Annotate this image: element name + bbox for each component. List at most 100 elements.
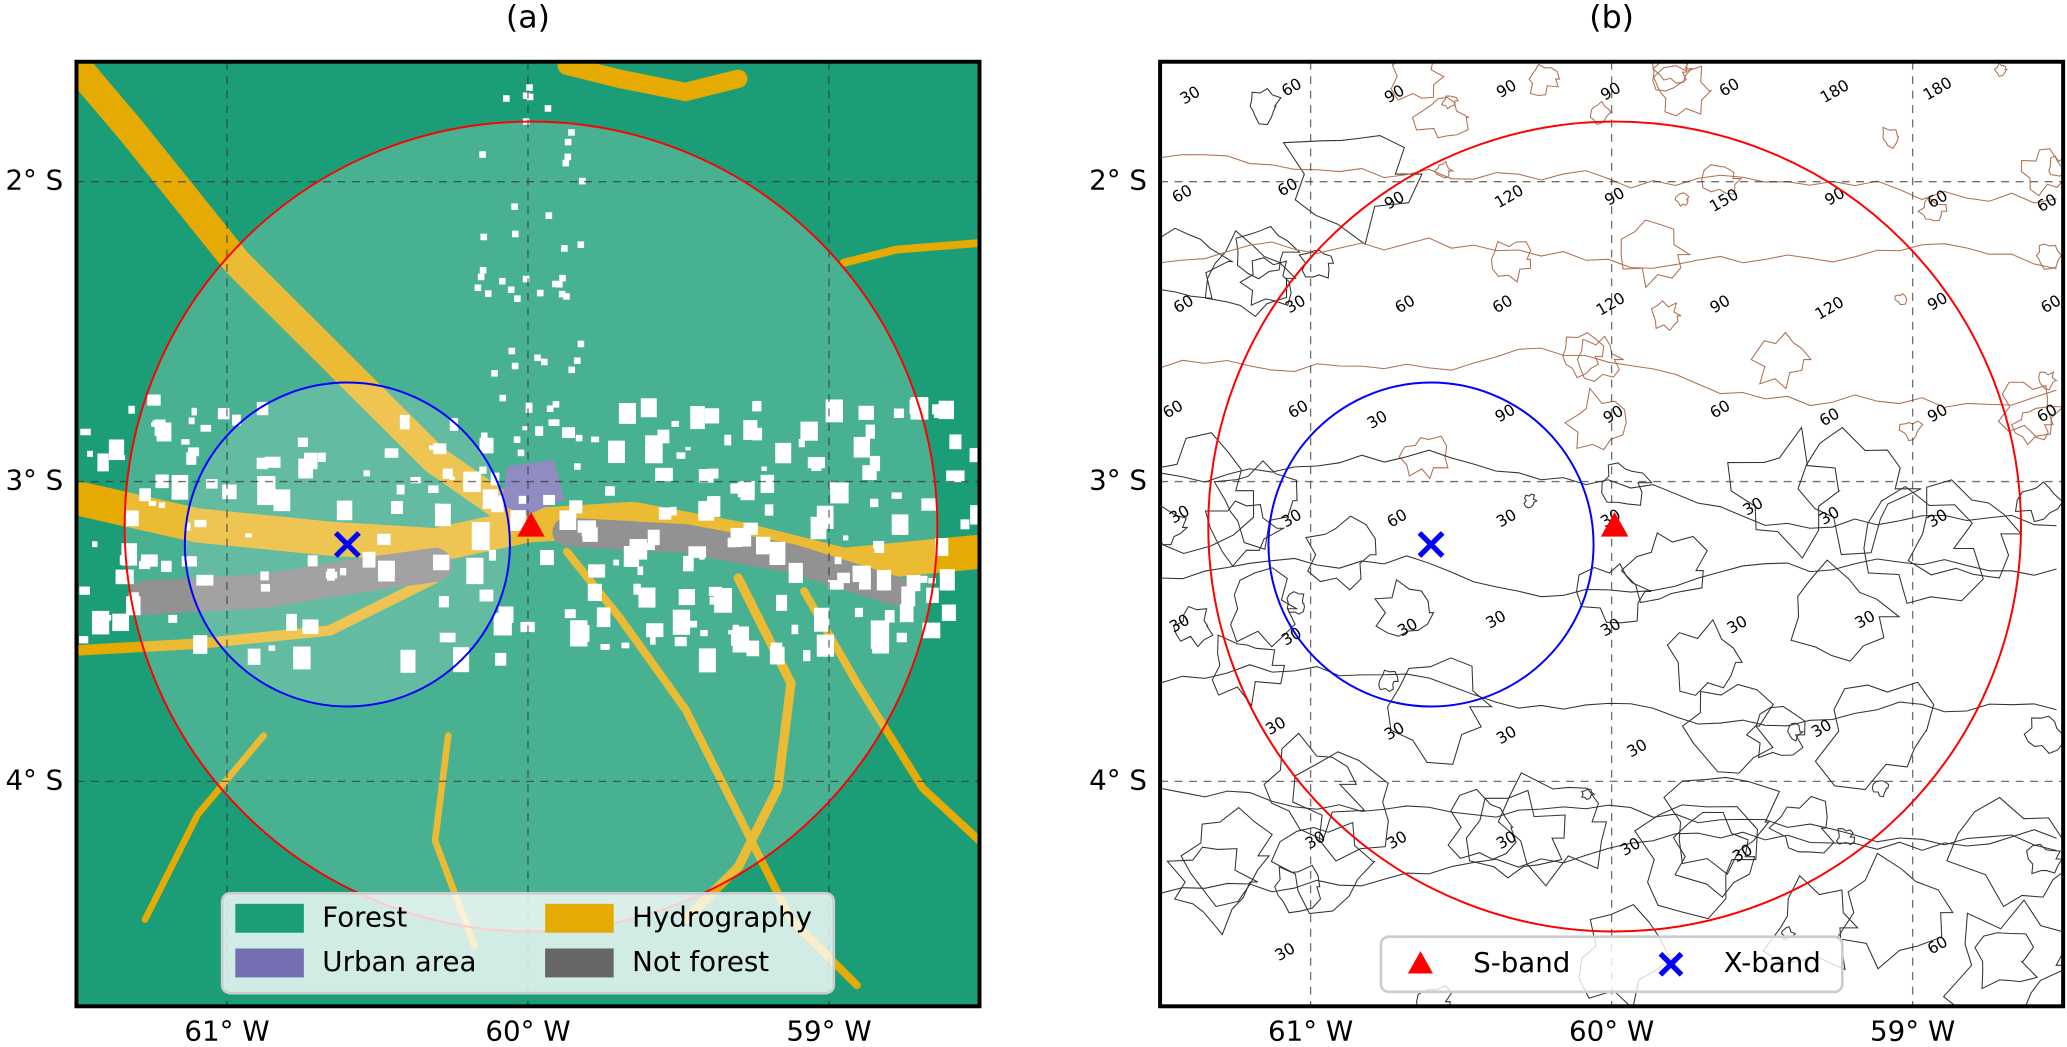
- pixel: [941, 604, 956, 621]
- pixel: [185, 522, 191, 531]
- pixel: [813, 607, 830, 632]
- pixel: [650, 636, 656, 645]
- pixel: [268, 645, 276, 651]
- pixel: [336, 500, 353, 521]
- pixel: [479, 437, 494, 454]
- pixel: [181, 439, 190, 445]
- range-circle: [1267, 381, 1595, 708]
- contour-line: [1663, 776, 1781, 875]
- pixel: [482, 489, 499, 509]
- pixel: [155, 474, 169, 489]
- pixel: [564, 153, 572, 161]
- pixel: [960, 519, 970, 530]
- pixel: [869, 498, 879, 508]
- y-tick-label: 3° S: [1089, 464, 1147, 497]
- contour-line: [1282, 135, 1423, 246]
- pixel: [891, 492, 902, 499]
- pixel: [112, 613, 130, 632]
- x-tick-label: 61° W: [1268, 1015, 1353, 1047]
- pixel: [548, 419, 556, 426]
- contour-line: [1564, 387, 1627, 451]
- pixel: [574, 357, 581, 365]
- pixel: [154, 419, 166, 437]
- contour-line: [1750, 331, 1813, 390]
- pixel: [80, 428, 91, 436]
- contour-line: [1814, 681, 1935, 791]
- pixel: [480, 432, 488, 440]
- pixel: [837, 572, 850, 584]
- contour-line: [1993, 62, 2008, 77]
- contour-line: [2038, 371, 2059, 391]
- pixel: [433, 443, 447, 455]
- contour-line: [1871, 780, 1890, 798]
- pixel: [647, 529, 660, 546]
- legend-swatch: [545, 903, 614, 933]
- contour-line: [2011, 406, 2054, 446]
- y-tick-label: 2° S: [1089, 164, 1147, 197]
- pixel: [161, 560, 172, 572]
- contour-line: [1797, 426, 1922, 556]
- pixel: [587, 583, 602, 601]
- pixel: [128, 592, 139, 606]
- radar-marker: [333, 531, 361, 558]
- legend-swatch: [545, 948, 614, 978]
- pixel: [378, 560, 395, 582]
- pixel: [730, 632, 748, 646]
- pixel: [562, 159, 570, 167]
- pixel: [191, 407, 197, 416]
- contour-line: [1727, 426, 1841, 559]
- contour-line: [1681, 683, 1774, 774]
- pixel: [545, 212, 553, 219]
- pixel: [803, 650, 811, 662]
- pixel: [302, 619, 319, 635]
- pixel: [91, 610, 110, 635]
- contour-line: [1672, 811, 1756, 898]
- pixel: [92, 541, 98, 548]
- contour-line: [1398, 435, 1449, 480]
- pixel: [926, 587, 939, 603]
- pixel: [518, 495, 527, 504]
- contour-line: [1745, 705, 1806, 759]
- pixel: [79, 586, 90, 595]
- pixel: [188, 447, 200, 457]
- range-circle: [183, 381, 511, 708]
- pixel: [761, 466, 767, 472]
- pixel: [588, 564, 606, 578]
- pixel: [564, 138, 572, 146]
- pixel: [671, 420, 680, 427]
- contour-line: [1562, 332, 1605, 379]
- pixel: [776, 594, 788, 611]
- legend-box: [1379, 935, 1844, 994]
- pixel: [728, 630, 734, 635]
- pixel: [707, 468, 719, 479]
- pixel: [517, 449, 525, 457]
- pixel: [449, 476, 456, 480]
- pixel: [514, 295, 521, 302]
- pixel: [865, 424, 875, 439]
- pixel: [158, 502, 166, 509]
- pixel: [536, 289, 544, 297]
- contour-line: [1666, 618, 1744, 696]
- pixel: [640, 398, 657, 418]
- pixel: [552, 401, 560, 408]
- pixel: [327, 568, 335, 581]
- pixel: [568, 129, 575, 136]
- pixel: [488, 549, 496, 561]
- pixel: [760, 541, 767, 548]
- pixel: [410, 476, 421, 484]
- pixel: [384, 448, 399, 458]
- y-tick-label: 2° S: [5, 164, 63, 197]
- legend-swatch: [235, 903, 304, 933]
- contour-line: [1213, 460, 1298, 550]
- contour-line: [1263, 732, 1366, 841]
- contour-line: [1674, 192, 1690, 208]
- pixel: [562, 427, 576, 439]
- pixel: [495, 652, 507, 666]
- radar-marker: [1600, 512, 1629, 537]
- contour-line: [1523, 493, 1538, 509]
- pixel: [541, 358, 548, 366]
- pixel: [503, 95, 510, 102]
- contour-line: [1650, 300, 1682, 332]
